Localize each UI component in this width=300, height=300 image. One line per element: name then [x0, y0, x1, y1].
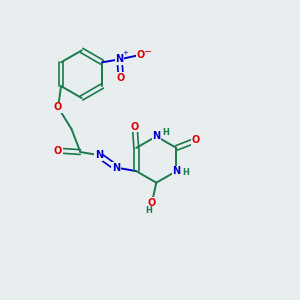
Text: O: O [148, 198, 156, 208]
Text: +: + [122, 50, 128, 56]
Text: O: O [54, 103, 62, 112]
Text: O: O [130, 122, 139, 131]
Text: H: H [182, 168, 189, 177]
Text: O: O [192, 136, 200, 146]
Text: H: H [146, 206, 152, 215]
Text: O: O [54, 146, 62, 156]
Text: −: − [144, 47, 152, 57]
Text: N: N [116, 54, 124, 64]
Text: O: O [136, 50, 144, 60]
Text: N: N [152, 131, 160, 141]
Text: N: N [112, 163, 120, 172]
Text: N: N [95, 150, 103, 160]
Text: O: O [117, 73, 125, 83]
Text: H: H [162, 128, 169, 137]
Text: N: N [172, 166, 181, 176]
